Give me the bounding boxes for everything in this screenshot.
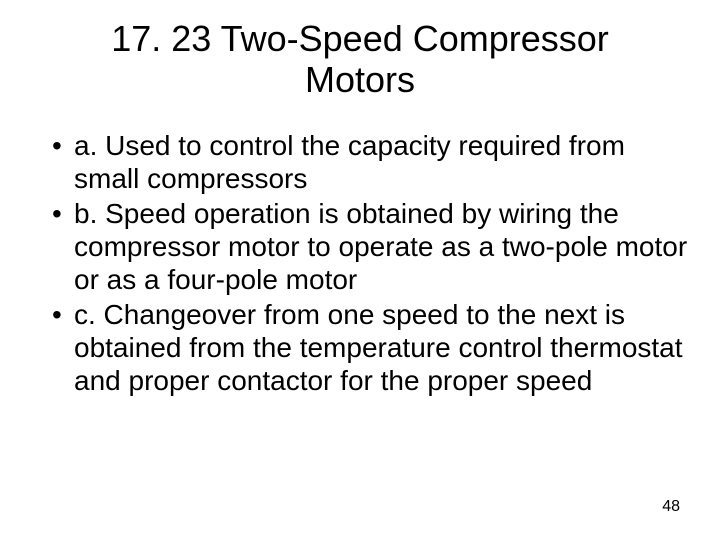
bullet-list: a. Used to control the capacity required… [28, 129, 692, 397]
list-item: a. Used to control the capacity required… [52, 129, 692, 195]
list-item: b. Speed operation is obtained by wiring… [52, 197, 692, 296]
slide: 17. 23 Two-Speed Compressor Motors a. Us… [0, 0, 720, 540]
slide-title: 17. 23 Two-Speed Compressor Motors [28, 18, 692, 101]
page-number: 48 [662, 498, 680, 516]
list-item: c. Changeover from one speed to the next… [52, 298, 692, 397]
